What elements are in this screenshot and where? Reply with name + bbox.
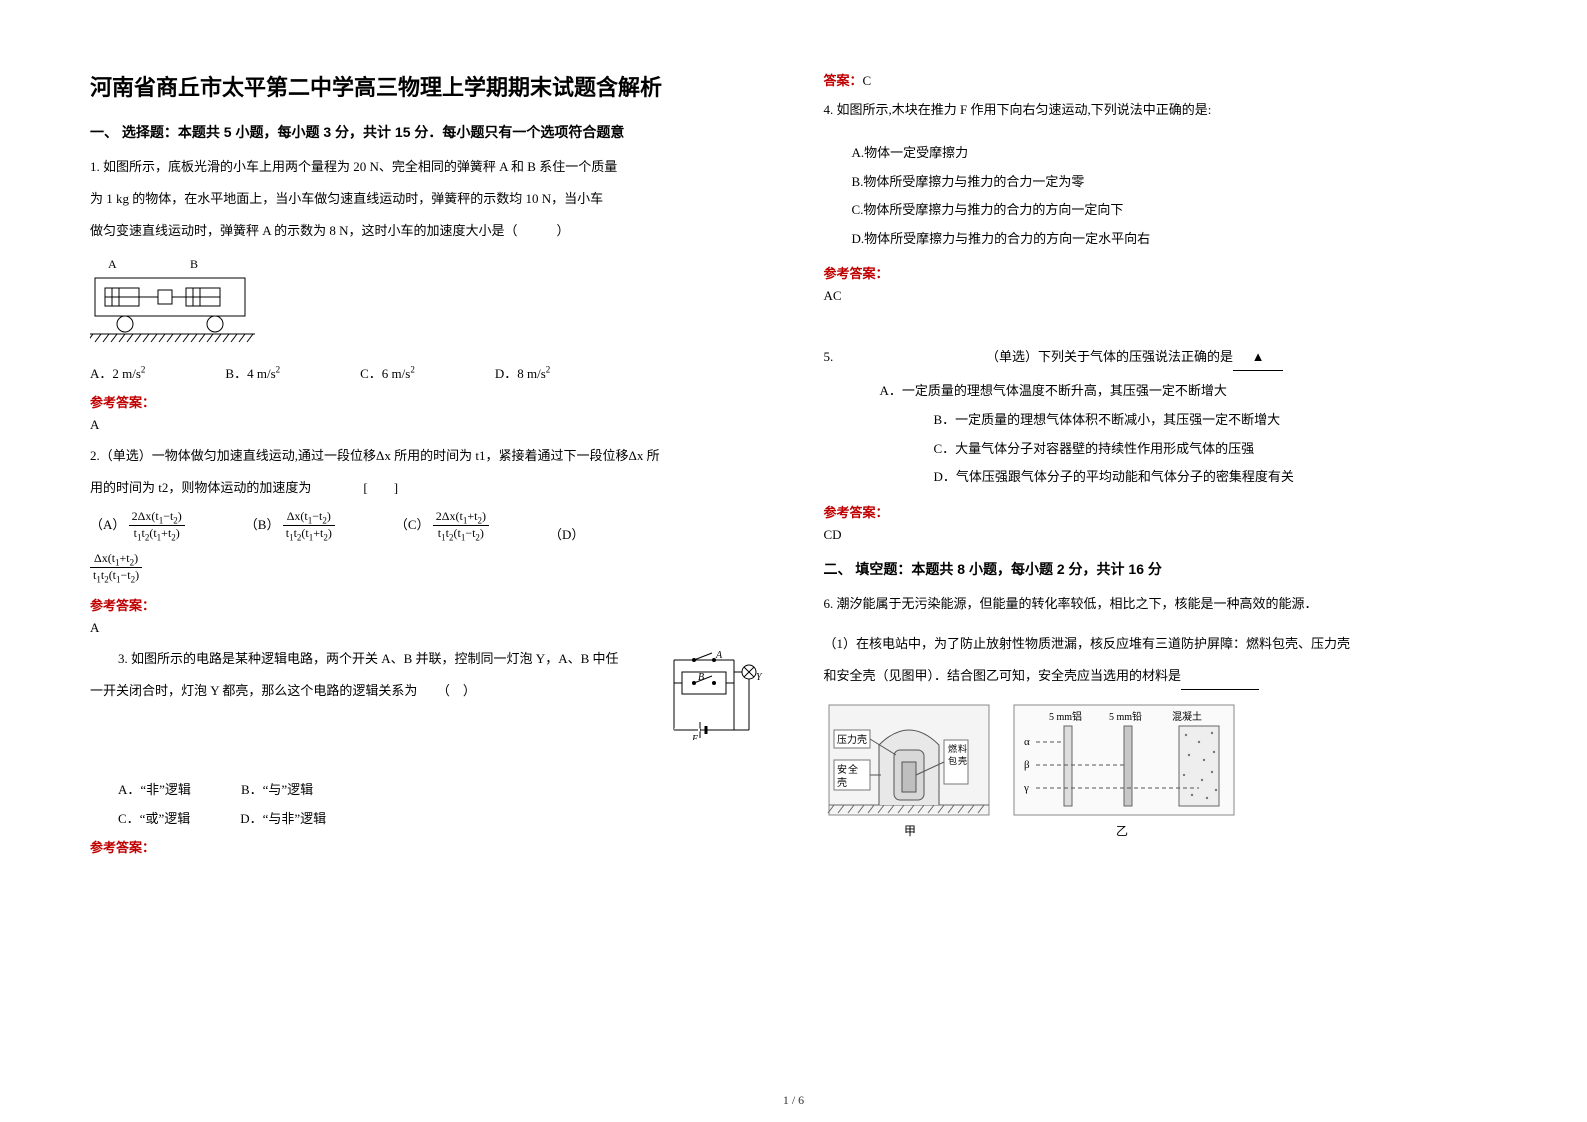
q3-opt-a: A．“非”逻辑: [118, 779, 191, 798]
q4-opt-d: D.物体所受摩擦力与推力的合力的方向一定水平向右: [824, 225, 1498, 254]
svg-text:B: B: [190, 257, 198, 271]
q2-options-row1: （A） 2Δx(t1−t2)t1t2(t1+t2) （B） Δx(t1−t2)t…: [90, 509, 764, 543]
section-2-heading: 二、 填空题：本题共 8 小题，每小题 2 分，共计 16 分: [824, 559, 1498, 579]
q1-opt-b: B．4 m/s2: [225, 363, 280, 382]
q2-answer: A: [90, 620, 764, 636]
q4-opt-c: C.物体所受摩擦力与推力的合力的方向一定向下: [824, 196, 1498, 225]
q6-stem: 6. 潮汐能属于无污染能源，但能量的转化率较低，相比之下，核能是一种高效的能源．: [824, 591, 1498, 617]
svg-text:5 mm铝: 5 mm铝: [1049, 711, 1082, 723]
fill-triangle: ▲: [1233, 344, 1283, 371]
q3-options-row2: C．“或”逻辑 D．“与非”逻辑: [90, 808, 764, 827]
q3-circuit-diagram: A B Y: [664, 650, 764, 745]
svg-text:A: A: [108, 257, 117, 271]
q2-opt-a: （A） 2Δx(t1−t2)t1t2(t1+t2): [90, 509, 185, 543]
q6-p1a: （1）在核电站中，为了防止放射性物质泄漏，核反应堆有三道防护屏障：燃料包壳、压力…: [824, 631, 1498, 657]
svg-text:Y: Y: [756, 672, 763, 683]
q4-opt-b: B.物体所受摩擦力与推力的合力一定为零: [824, 168, 1498, 197]
svg-text:安: 安: [837, 763, 847, 776]
svg-text:γ: γ: [1023, 782, 1029, 794]
q5-opt-a: A．一定质量的理想气体温度不断升高，其压强一定不断增大: [824, 377, 1498, 406]
q1-opt-a: A．2 m/s2: [90, 363, 145, 382]
q2-opt-d-frac: Δx(t1+t2)t1t2(t1−t2): [90, 551, 764, 585]
q1-options: A．2 m/s2 B．4 m/s2 C．6 m/s2 D．8 m/s2: [90, 363, 764, 382]
page-footer: 1 / 6: [0, 1093, 1587, 1108]
q2-line2: 用的时间为 t2，则物体运动的加速度为 [ ]: [90, 475, 764, 501]
q3-answer-label: 参考答案：: [90, 837, 764, 856]
q3-answer-line: 答案：C: [824, 70, 1498, 89]
q5-opt-d: D．气体压强跟气体分子的平均动能和气体分子的密集程度有关: [824, 463, 1498, 492]
q2-opt-b: （B） Δx(t1−t2)t1t2(t1+t2): [245, 509, 335, 543]
svg-text:料: 料: [958, 743, 967, 754]
q1-opt-d: D．8 m/s2: [495, 363, 550, 382]
caption-left: 甲: [904, 824, 916, 838]
q1-opt-c: C．6 m/s2: [360, 363, 415, 382]
q4-stem: 4. 如图所示,木块在推力 F 作用下向右匀速运动,下列说法中正确的是:: [824, 97, 1498, 123]
q1-line1: 1. 如图所示，底板光滑的小车上用两个量程为 20 N、完全相同的弹簧秤 A 和…: [90, 154, 764, 180]
paper-title: 河南省商丘市太平第二中学高三物理上学期期末试题含解析: [90, 70, 764, 102]
q6-p1b: 和安全壳（见图甲）．结合图乙可知，安全壳应当选用的材料是: [824, 663, 1498, 690]
svg-text:包: 包: [948, 755, 957, 766]
q5-opt-c: C．大量气体分子对容器壁的持续性作用形成气体的压强: [824, 435, 1498, 464]
svg-text:B: B: [698, 672, 704, 683]
svg-text:混凝土: 混凝土: [1172, 710, 1202, 723]
section-1-heading: 一、 选择题：本题共 5 小题，每小题 3 分，共计 15 分．每小题只有一个选…: [90, 122, 764, 142]
svg-text:全: 全: [848, 763, 858, 776]
svg-text:燃: 燃: [948, 743, 957, 754]
q3-line2: 一开关闭合时，灯泡 Y 都亮，那么这个电路的逻辑关系为 （ ）: [90, 678, 764, 704]
svg-text:α: α: [1024, 736, 1030, 748]
answer-c-label: 答案：: [824, 73, 863, 88]
q6-shield-diagram: 压力壳 安全 壳 燃料 包壳 甲 5 mm铝 5 mm铅 混凝土: [824, 700, 1498, 855]
q1-answer: A: [90, 417, 764, 433]
q3-opt-d: D．“与非”逻辑: [240, 808, 326, 827]
svg-text:E: E: [691, 734, 698, 740]
svg-text:壳: 壳: [837, 776, 847, 789]
q2-opt-d-label: （D）: [549, 524, 584, 543]
q5-stem: 5. （单选）下列关于气体的压强说法正确的是▲: [824, 344, 1498, 371]
fill-blank: [1181, 663, 1259, 690]
q5-answer-label: 参考答案：: [824, 502, 1498, 521]
svg-text:β: β: [1024, 759, 1030, 771]
q5-answer: CD: [824, 527, 1498, 543]
svg-text:5 mm铅: 5 mm铅: [1109, 710, 1142, 723]
right-column: 答案：C 4. 如图所示,木块在推力 F 作用下向右匀速运动,下列说法中正确的是…: [824, 70, 1498, 862]
q3-opt-c: C．“或”逻辑: [118, 808, 190, 827]
caption-right: 乙: [1116, 824, 1128, 838]
q1-cart-diagram: A B: [90, 256, 764, 351]
q3-options-row1: A．“非”逻辑 B．“与”逻辑: [90, 779, 764, 798]
q4-answer: AC: [824, 288, 1498, 304]
left-column: 河南省商丘市太平第二中学高三物理上学期期末试题含解析 一、 选择题：本题共 5 …: [90, 70, 764, 862]
svg-text:A: A: [715, 650, 723, 661]
q5-opt-b: B．一定质量的理想气体体积不断减小，其压强一定不断增大: [824, 406, 1498, 435]
q3-opt-b: B．“与”逻辑: [241, 779, 313, 798]
q3-line1: 3. 如图所示的电路是某种逻辑电路，两个开关 A、B 并联，控制同一灯泡 Y，A…: [90, 646, 764, 672]
q2-answer-label: 参考答案：: [90, 595, 764, 614]
label-pressure: 压力壳: [837, 733, 867, 746]
q2-line1: 2.（单选）一物体做匀加速直线运动,通过一段位移Δx 所用的时间为 t1，紧接着…: [90, 443, 764, 469]
svg-text:壳: 壳: [958, 755, 967, 766]
q1-line2: 为 1 kg 的物体，在水平地面上，当小车做匀速直线运动时，弹簧秤的示数均 10…: [90, 186, 764, 212]
q3-answer: C: [863, 73, 872, 88]
q1-line3: 做匀变速直线运动时，弹簧秤 A 的示数为 8 N，这时小车的加速度大小是（ ）: [90, 218, 764, 244]
q4-opt-a: A.物体一定受摩擦力: [824, 139, 1498, 168]
q2-opt-c: （C） 2Δx(t1+t2)t1t2(t1−t2): [395, 509, 489, 543]
q4-answer-label: 参考答案：: [824, 263, 1498, 282]
q1-answer-label: 参考答案：: [90, 392, 764, 411]
